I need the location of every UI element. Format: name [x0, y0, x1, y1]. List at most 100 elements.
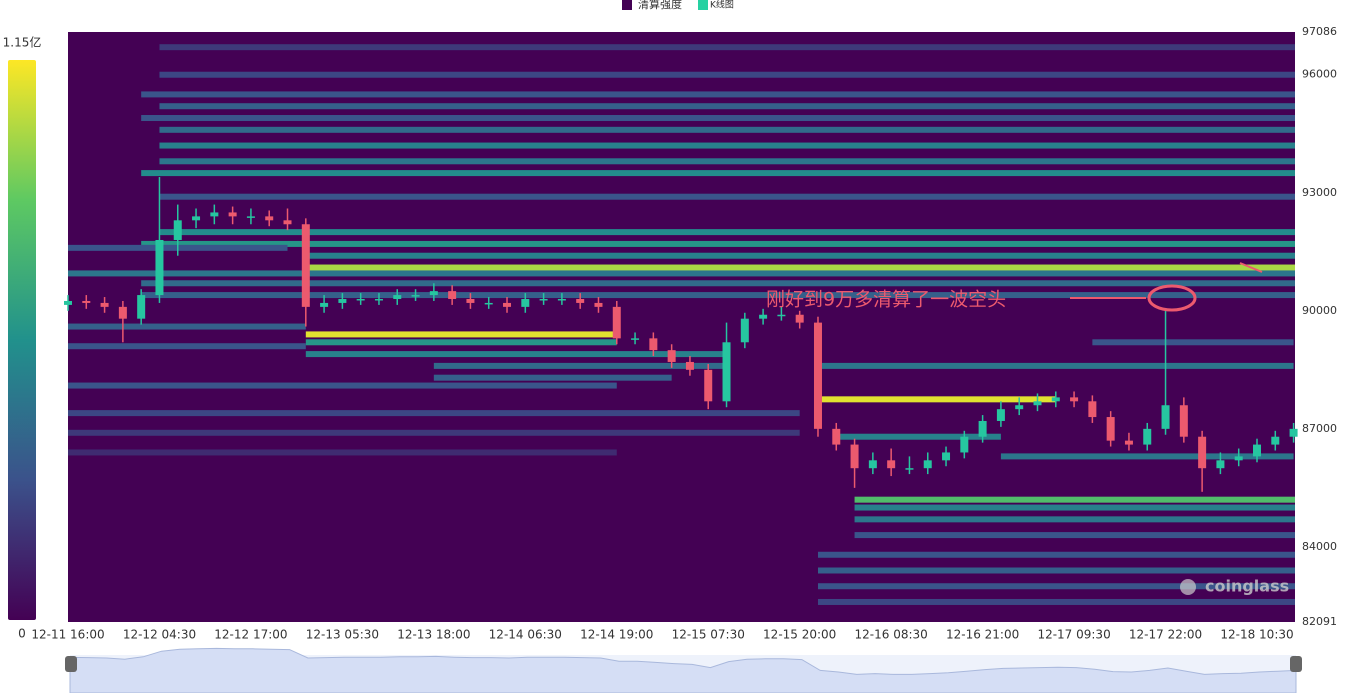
heat-band	[68, 382, 617, 389]
candle-body	[301, 224, 310, 307]
candle-body	[338, 299, 347, 303]
candle-body	[137, 295, 146, 319]
x-tick-label: 12-15 07:30	[672, 628, 745, 642]
heat-band	[817, 567, 1295, 574]
candle-body	[740, 318, 749, 343]
heat-band	[68, 323, 306, 330]
heat-band	[305, 351, 727, 358]
visual-map-label: 0	[18, 627, 26, 641]
y-tick-label: 87000	[1302, 422, 1337, 435]
candle-body	[978, 420, 987, 437]
annotation-circle	[1147, 284, 1197, 312]
candle-body	[1234, 456, 1243, 461]
visual-map-bar	[8, 60, 36, 620]
heat-band	[159, 193, 1295, 200]
candle-body	[521, 299, 530, 307]
legend-swatch[interactable]	[622, 0, 632, 10]
x-tick-label: 12-12 17:00	[214, 628, 287, 642]
candle-body	[1289, 428, 1298, 437]
candle-body	[100, 302, 109, 307]
legend-label[interactable]: K线图	[710, 0, 734, 11]
candle-body	[246, 216, 255, 218]
y-tick-label: 82091	[1302, 615, 1337, 628]
candle-body	[374, 299, 383, 301]
heat-band	[854, 504, 1295, 511]
candle-body	[448, 291, 457, 300]
x-tick-label: 12-15 20:00	[763, 628, 836, 642]
y-tick-label: 90000	[1302, 304, 1337, 317]
heat-band	[817, 396, 1056, 403]
candle-body	[64, 300, 72, 305]
candle-body	[905, 468, 914, 470]
candle-body	[118, 306, 127, 319]
candle-body	[466, 299, 475, 303]
candle-body	[283, 220, 292, 225]
zoom-handle[interactable]	[1290, 656, 1302, 672]
heat-band	[433, 362, 727, 369]
watermark: coinglass	[1205, 577, 1289, 596]
watermark-icon	[1180, 579, 1196, 595]
heat-band	[817, 583, 1295, 590]
heat-band	[141, 115, 1296, 122]
candle-body	[996, 409, 1005, 421]
candle-body	[173, 220, 182, 240]
candle-body	[868, 460, 877, 469]
candle-body	[942, 452, 951, 461]
candle-body	[82, 300, 91, 303]
heat-band	[159, 142, 1295, 149]
candle-body	[704, 369, 713, 402]
candle-body	[1015, 405, 1024, 410]
candle-body	[192, 216, 201, 221]
y-tick-label: 96000	[1302, 68, 1337, 81]
candle-body	[631, 338, 640, 340]
x-tick-label: 12-11 16:00	[31, 628, 104, 642]
candle-body	[393, 295, 402, 300]
y-tick-label: 97086	[1302, 25, 1337, 38]
x-tick-label: 12-14 06:30	[489, 628, 562, 642]
candle-body	[887, 460, 896, 469]
visual-map-label: 1.15亿	[3, 35, 42, 50]
heat-band	[141, 292, 1296, 299]
candle-body	[320, 302, 329, 307]
x-tick-label: 12-16 08:30	[855, 628, 928, 642]
candle-body	[1253, 444, 1261, 457]
heat-band	[159, 71, 1295, 78]
candle-body	[228, 212, 237, 217]
candle-body	[813, 322, 822, 429]
candle-body	[1143, 428, 1152, 445]
zoom-handle[interactable]	[65, 656, 77, 672]
heat-band	[68, 410, 800, 417]
heat-band	[68, 429, 800, 436]
heat-band	[68, 270, 1295, 277]
heat-band	[159, 229, 1295, 236]
heat-band	[305, 264, 1295, 271]
heat-band	[305, 252, 1295, 259]
candle-body	[594, 302, 603, 307]
candle-body	[612, 306, 621, 339]
legend-label[interactable]: 清算强度	[638, 0, 682, 11]
legend-swatch[interactable]	[698, 0, 708, 10]
candle-body	[1198, 436, 1207, 469]
candle-body	[557, 299, 566, 301]
heat-band	[141, 280, 1296, 287]
candle-body	[649, 338, 658, 351]
heat-band	[854, 532, 1295, 539]
heat-band	[159, 44, 1295, 51]
heat-band	[854, 516, 1295, 523]
heat-band	[159, 103, 1295, 110]
y-tick-label: 93000	[1302, 186, 1337, 199]
zoom-area	[69, 647, 1297, 693]
heat-band	[305, 339, 617, 346]
candle-body	[685, 361, 694, 370]
candle-body	[1070, 397, 1079, 402]
candle-body	[356, 299, 365, 301]
heat-band	[141, 91, 1296, 98]
candle-body	[960, 436, 969, 453]
heat-band	[159, 126, 1295, 133]
heat-band	[141, 170, 1296, 177]
heat-band	[305, 331, 617, 338]
candle-body	[411, 295, 420, 297]
heat-band	[1000, 453, 1294, 460]
heat-band	[1092, 339, 1294, 346]
